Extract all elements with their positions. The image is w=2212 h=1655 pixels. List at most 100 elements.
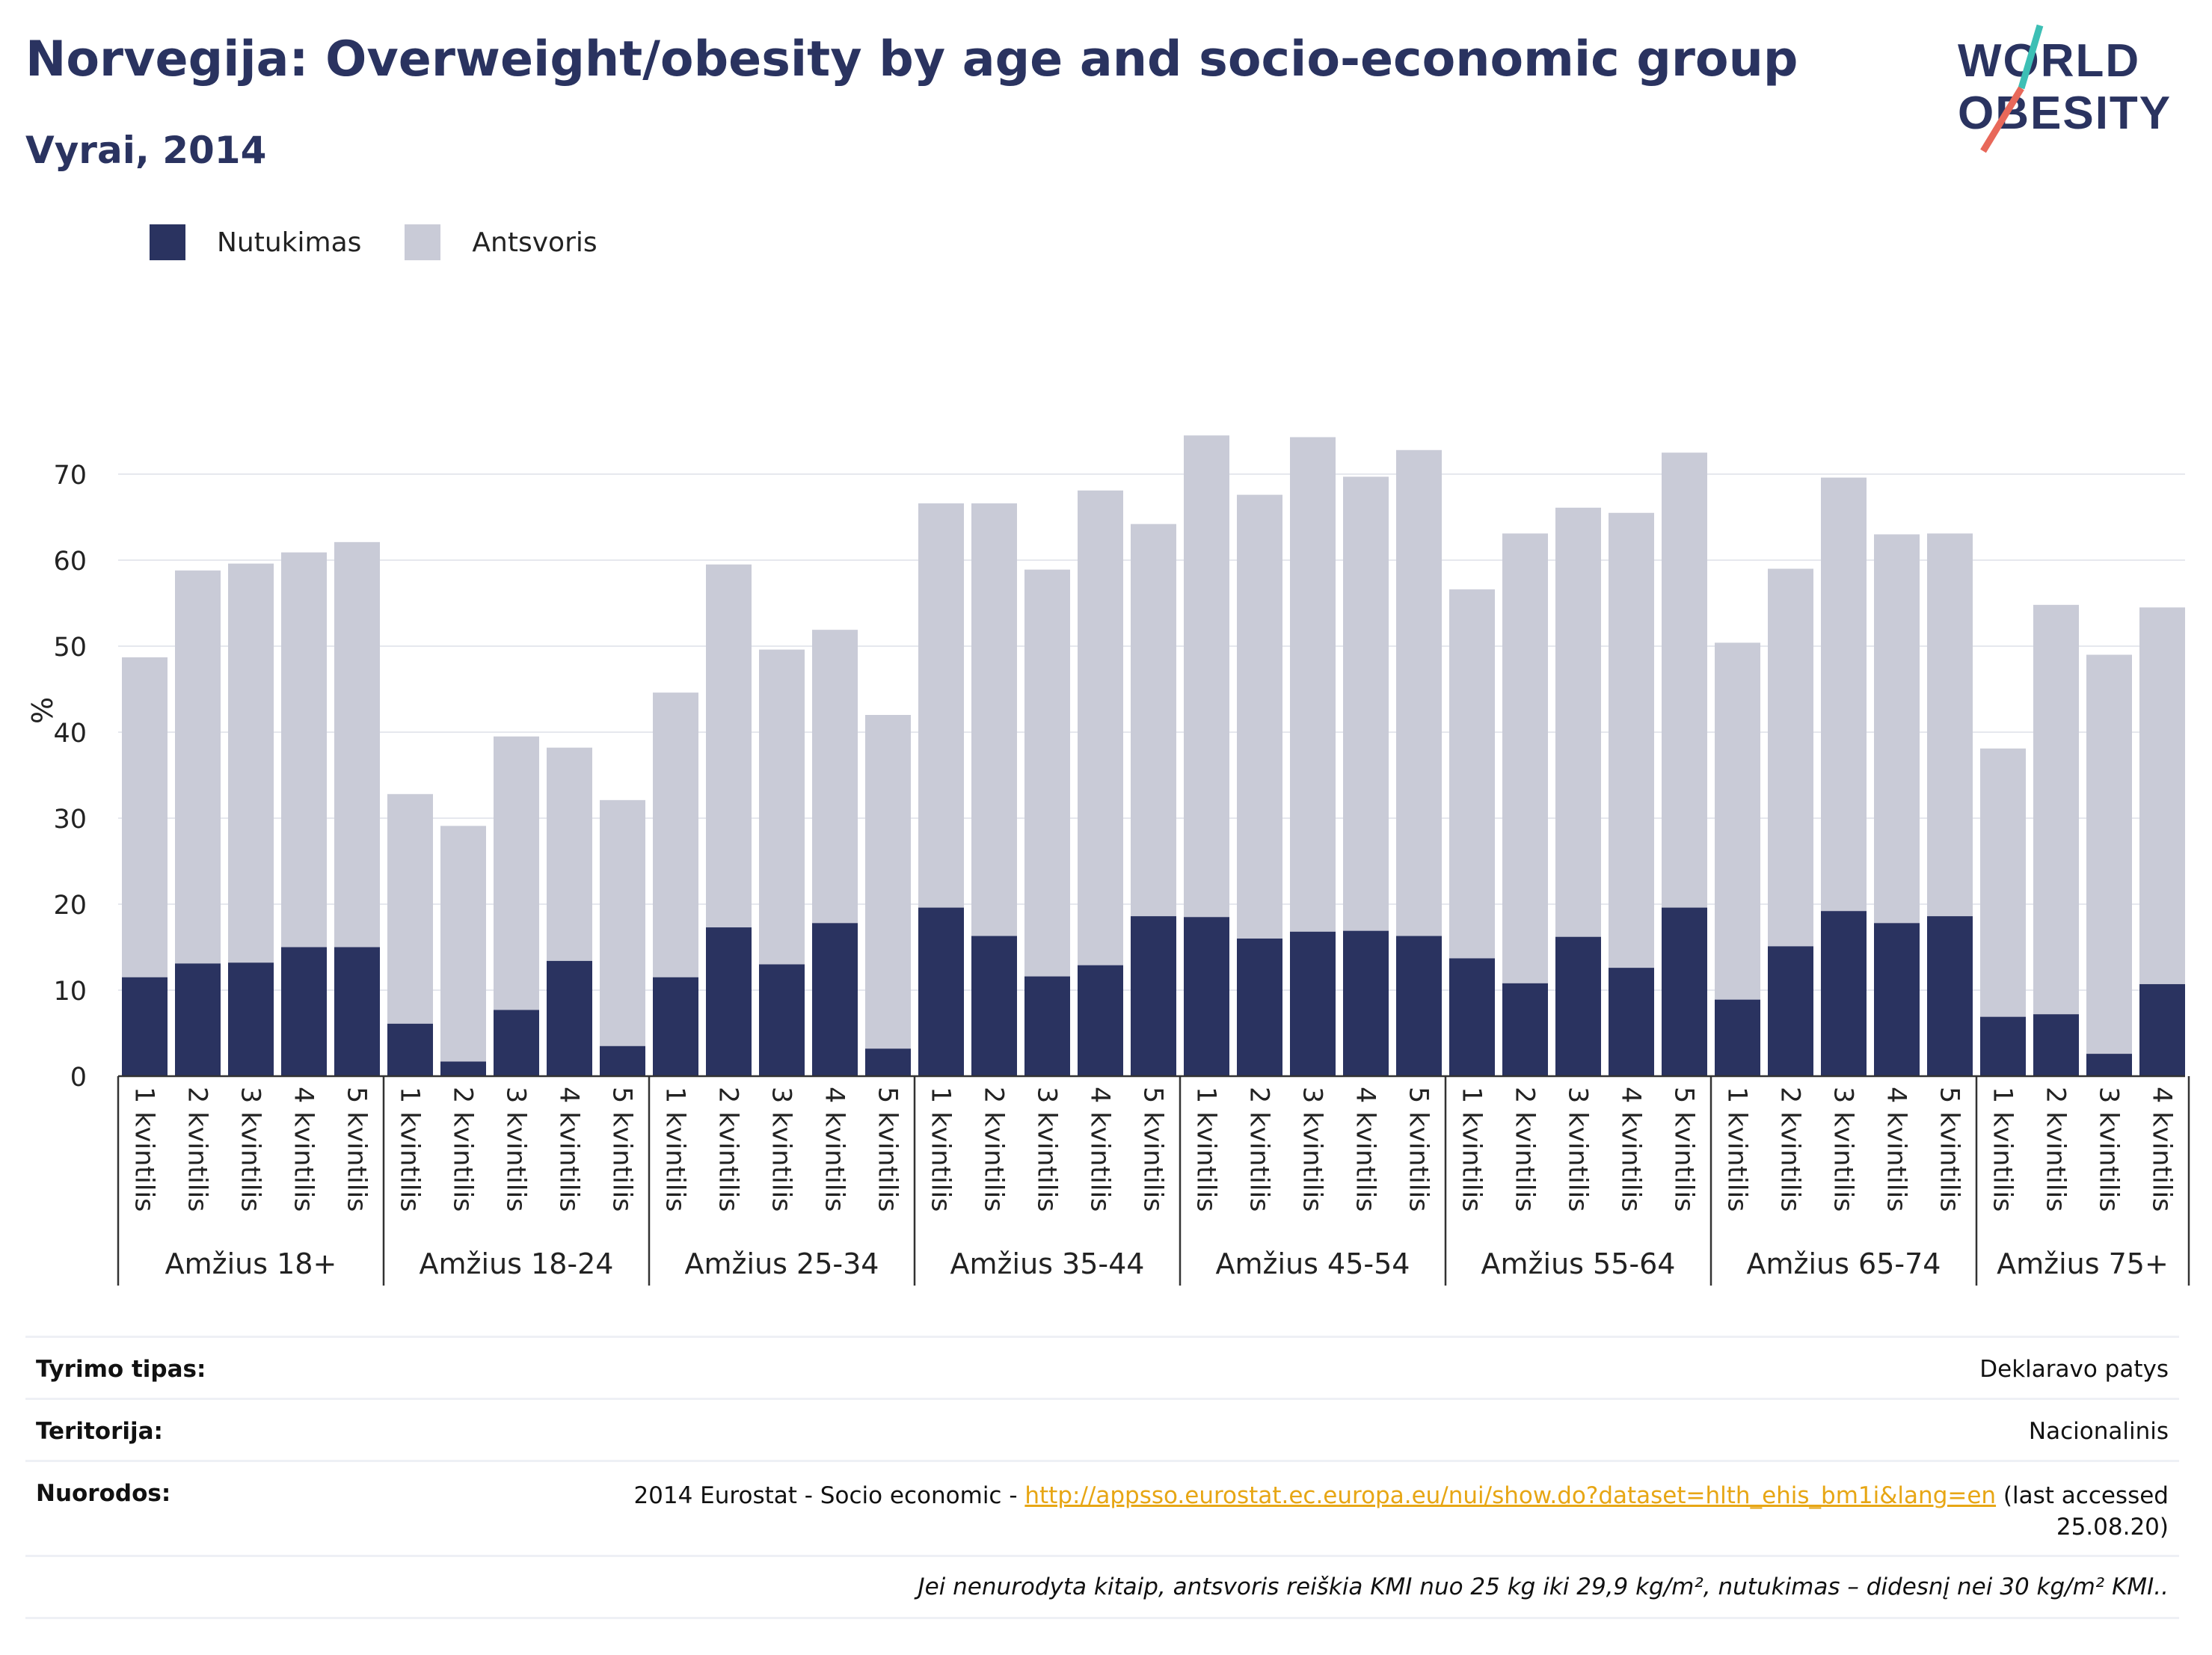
bar-overweight (1024, 569, 1070, 977)
x-tick-label: 1 kvintilis (1191, 1087, 1221, 1212)
group-label: Amžius 65-74 (1747, 1247, 1941, 1280)
bar-overweight (1980, 748, 2026, 1017)
group-label: Amžius 55-64 (1481, 1247, 1676, 1280)
bar-obesity (1078, 965, 1123, 1076)
references-value: 2014 Eurostat - Socio economic - http://… (633, 1480, 2169, 1543)
y-tick-label: 10 (53, 977, 87, 1007)
bar-overweight (1078, 490, 1123, 965)
bar-overweight (653, 693, 698, 977)
legend-label-obesity: Nutukimas (217, 227, 362, 258)
x-tick-label: 2 kvintilis (1510, 1087, 1540, 1212)
x-tick-label: 4 kvintilis (1616, 1087, 1646, 1212)
bar-obesity (334, 947, 380, 1076)
x-tick-label: 4 kvintilis (1351, 1087, 1380, 1212)
x-tick-label: 1 kvintilis (660, 1087, 690, 1212)
bar-overweight (547, 747, 592, 961)
bar-obesity (1927, 916, 1973, 1076)
x-tick-label: 1 kvintilis (1457, 1087, 1487, 1212)
y-tick-label: 30 (53, 805, 87, 835)
survey-type-label: Tyrimo tipas: (36, 1356, 206, 1383)
bar-overweight (494, 736, 539, 1010)
bar-overweight (228, 563, 274, 963)
bar-obesity (1396, 936, 1442, 1076)
x-tick-label: 4 kvintilis (820, 1087, 850, 1212)
x-tick-label: 2 kvintilis (448, 1087, 478, 1212)
y-tick-label: 20 (53, 891, 87, 921)
bar-obesity (494, 1010, 539, 1076)
chart-legend: Nutukimas Antsvoris (150, 223, 641, 262)
x-tick-label: 2 kvintilis (1775, 1087, 1805, 1212)
x-tick-label: 1 kvintilis (395, 1087, 425, 1212)
x-tick-label: 3 kvintilis (2094, 1087, 2124, 1212)
group-label: Amžius 45-54 (1216, 1247, 1410, 1280)
bar-obesity (281, 947, 327, 1076)
bar-obesity (1184, 917, 1229, 1076)
x-tick-label: 5 kvintilis (342, 1087, 372, 1212)
group-label: Amžius 18+ (165, 1247, 337, 1280)
bar-overweight (1662, 452, 1707, 908)
bar-overweight (387, 793, 433, 1024)
bar-overweight (1131, 523, 1176, 917)
logo-slash-top (2018, 24, 2044, 90)
x-tick-label: 5 kvintilis (1404, 1087, 1434, 1212)
x-tick-label: 5 kvintilis (1669, 1087, 1699, 1212)
x-tick-label: 4 kvintilis (554, 1087, 584, 1212)
bar-obesity (971, 936, 1017, 1076)
bar-overweight (1290, 437, 1336, 932)
x-tick-label: 4 kvintilis (2147, 1087, 2177, 1212)
bar-obesity (1715, 999, 1760, 1076)
logo-slash-bottom (1980, 86, 2024, 153)
legend-swatch-obesity (150, 224, 185, 260)
group-label: Amžius 18-24 (420, 1247, 614, 1280)
info-row-references: Nuorodos: 2014 Eurostat - Socio economic… (25, 1462, 2179, 1557)
territory-label: Teritorija: (36, 1418, 163, 1445)
bar-overweight (1343, 476, 1389, 931)
territory-value: Nacionalinis (2028, 1418, 2169, 1445)
bar-overweight (1927, 533, 1973, 917)
bar-obesity (1662, 907, 1707, 1076)
bar-obesity (1237, 939, 1282, 1076)
bar-obesity (440, 1061, 486, 1076)
bar-overweight (175, 570, 221, 964)
x-tick-label: 3 kvintilis (236, 1087, 265, 1212)
bar-overweight (1609, 512, 1654, 968)
bar-obesity (706, 927, 752, 1076)
group-label: Amžius 35-44 (950, 1247, 1145, 1280)
y-tick-label: 60 (53, 547, 87, 577)
bar-obesity (2139, 983, 2185, 1076)
bar-overweight (1184, 435, 1229, 918)
chart-subtitle: Vyrai, 2014 (25, 129, 267, 172)
logo-line1: WORLD (1958, 35, 2140, 87)
bar-obesity (812, 923, 858, 1076)
bar-overweight (1237, 494, 1282, 939)
bar-overweight (706, 564, 752, 928)
x-tick-label: 2 kvintilis (1244, 1087, 1274, 1212)
bar-overweight (918, 503, 964, 908)
world-obesity-logo: WORLD OBESITY (1958, 24, 2170, 153)
bar-obesity (1555, 936, 1601, 1076)
bar-obesity (228, 962, 274, 1076)
bar-obesity (1980, 1016, 2026, 1076)
x-tick-label: 4 kvintilis (289, 1087, 319, 1212)
x-tick-label: 3 kvintilis (501, 1087, 531, 1212)
x-tick-label: 1 kvintilis (129, 1087, 159, 1212)
info-row-territory: Teritorija: Nacionalinis (25, 1400, 2179, 1462)
bar-obesity (387, 1023, 433, 1076)
x-tick-label: 1 kvintilis (926, 1087, 956, 1212)
bar-obesity (1343, 930, 1389, 1076)
bar-overweight (334, 541, 380, 948)
bar-overweight (1821, 477, 1867, 912)
x-tick-label: 5 kvintilis (873, 1087, 903, 1212)
x-tick-label: 4 kvintilis (1881, 1087, 1911, 1212)
bar-overweight (2033, 604, 2079, 1015)
x-tick-label: 3 kvintilis (1032, 1087, 1062, 1212)
x-tick-label: 3 kvintilis (766, 1087, 796, 1212)
bar-obesity (1609, 968, 1654, 1076)
y-tick-label: 0 (70, 1063, 87, 1093)
bar-obesity (1290, 931, 1336, 1076)
eurostat-link[interactable]: http://appsso.eurostat.ec.europa.eu/nui/… (1024, 1482, 1997, 1509)
bar-obesity (175, 963, 221, 1076)
bar-overweight (971, 503, 1017, 936)
y-tick-label: 50 (53, 633, 87, 663)
bar-obesity (1449, 958, 1495, 1076)
